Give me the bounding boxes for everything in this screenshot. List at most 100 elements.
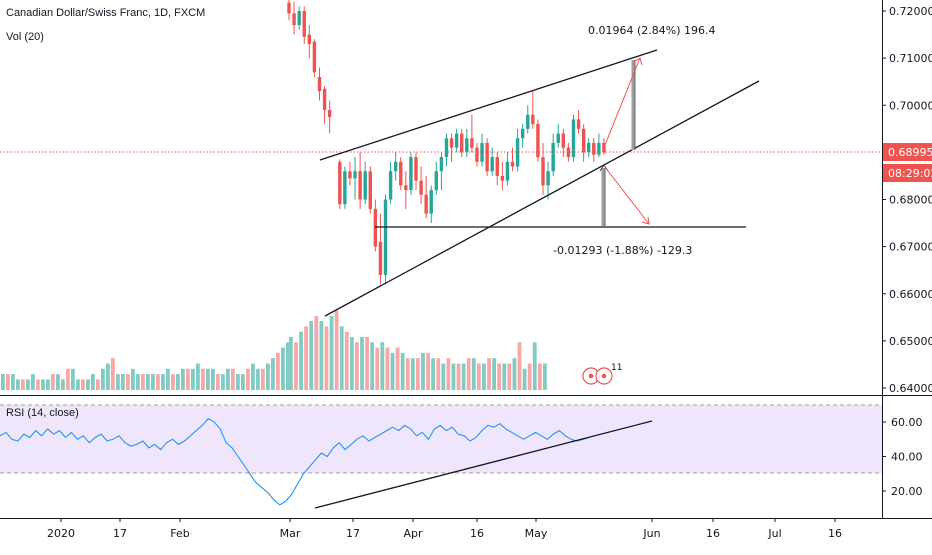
candle-body: [515, 138, 520, 167]
time-tick-label: Apr: [403, 527, 423, 540]
price-tick-label: 0.65000: [889, 335, 932, 348]
volume-bar: [96, 379, 100, 390]
upper-trendline[interactable]: [319, 49, 658, 161]
rsi-tick-label: 60.00: [891, 416, 923, 429]
volume-label[interactable]: Vol (20): [6, 31, 44, 43]
time-tick-label: 17: [346, 527, 360, 540]
candle-body: [327, 109, 332, 118]
volume-bar: [51, 374, 55, 390]
volume-bar: [487, 358, 491, 390]
volume-bar: [304, 326, 309, 390]
candle-body: [495, 157, 499, 176]
candle-body: [439, 157, 444, 172]
candle-body: [307, 34, 312, 44]
price-axis[interactable]: 0.720000.710000.700000.690000.680000.670…: [882, 5, 932, 395]
volume-bar: [201, 368, 205, 390]
volume-bar: [532, 342, 537, 390]
volume-bar: [492, 358, 496, 390]
event-badge-dot: [588, 373, 594, 379]
upper-measure-arrow: [602, 57, 641, 151]
volume-bar: [446, 358, 451, 390]
candle-body: [444, 138, 449, 158]
volume-bar: [266, 363, 270, 390]
rsi-tick-label: 20.00: [891, 485, 923, 498]
volume-bar: [441, 363, 446, 390]
volume-bar: [537, 363, 542, 390]
time-tick-label: 17: [113, 527, 127, 540]
candle-body: [454, 133, 459, 148]
time-axis[interactable]: 2020 17 Feb Mar 17 Apr 16 May Jun 16 Jul 16: [47, 518, 842, 540]
rsi-axis[interactable]: 60.00 40.00 20.00: [882, 416, 923, 498]
candle-body: [424, 194, 428, 214]
rsi-line: [0, 417, 590, 506]
rsi-tick-label: 40.00: [891, 451, 923, 464]
candle-body: [353, 171, 357, 179]
symbol-title[interactable]: Canadian Dollar/Swiss Franc, 1D, FXCM: [6, 7, 205, 19]
candle-body: [505, 161, 510, 181]
volume-bar: [176, 374, 180, 390]
volume-bar: [261, 368, 265, 390]
volume-bar: [221, 374, 225, 390]
lower-measure-arrow: [604, 166, 650, 225]
volume-bar: [231, 368, 235, 390]
volume-bar: [289, 337, 293, 390]
price-tick-label: 0.64000: [889, 382, 932, 395]
volume-bar: [131, 368, 135, 390]
volume-bar: [365, 337, 369, 390]
candle-body: [317, 76, 322, 92]
volume-bar: [56, 374, 60, 390]
volume-bar: [196, 363, 200, 390]
last-price-label: 0.68995: [888, 146, 932, 159]
price-tick-label: 0.68000: [889, 194, 932, 207]
volume-bar: [211, 368, 215, 390]
volume-bar: [26, 379, 30, 390]
volume-bar: [431, 358, 436, 390]
volume-bar: [426, 352, 430, 390]
volume-bar: [241, 374, 245, 390]
candle-body: [526, 114, 530, 129]
upper-measure-tool[interactable]: [602, 57, 643, 151]
event-badges[interactable]: 11: [582, 363, 622, 385]
rsi-label[interactable]: RSI (14, close): [6, 407, 79, 419]
lower-measure-arrowhead: [641, 216, 650, 225]
volume-bar: [314, 315, 319, 390]
volume-bar: [166, 368, 170, 390]
candle-body: [388, 171, 393, 200]
volume-bar: [507, 363, 512, 390]
candle-body: [378, 241, 383, 275]
volume-bar: [502, 363, 507, 390]
volume-bar: [400, 352, 405, 390]
volume-bar: [334, 310, 339, 390]
candle-body: [338, 161, 342, 205]
volume-bar: [436, 358, 441, 390]
countdown-label: 08:29:02: [888, 167, 932, 180]
time-tick-label: 2020: [47, 527, 75, 540]
volume-bar: [370, 342, 375, 390]
candle-body: [429, 190, 433, 214]
lower-measure-tool[interactable]: [599, 164, 650, 226]
candle-body: [546, 171, 550, 186]
volume-bar: [456, 363, 461, 390]
volume-bar: [319, 321, 324, 390]
candle-body: [510, 161, 515, 167]
upper-measure-label: 0.01964 (2.84%) 196.4: [588, 24, 716, 37]
candles: [287, 0, 606, 285]
time-tick-label: Feb: [170, 527, 189, 540]
volume-bar: [191, 368, 195, 390]
volume-bar: [206, 368, 210, 390]
candle-body: [383, 199, 388, 275]
lower-trendline[interactable]: [324, 80, 760, 317]
volume-bar: [476, 363, 481, 390]
event-badge-count: 11: [611, 363, 622, 373]
candle-body: [302, 11, 306, 37]
volume-bar: [461, 363, 466, 390]
volume-bar: [81, 379, 85, 390]
candle-body: [485, 142, 489, 172]
candle-body: [531, 114, 535, 125]
rsi-trendline[interactable]: [314, 420, 653, 509]
volume-bar: [482, 363, 486, 390]
volume-bar: [395, 347, 400, 390]
candle-body: [480, 142, 484, 162]
